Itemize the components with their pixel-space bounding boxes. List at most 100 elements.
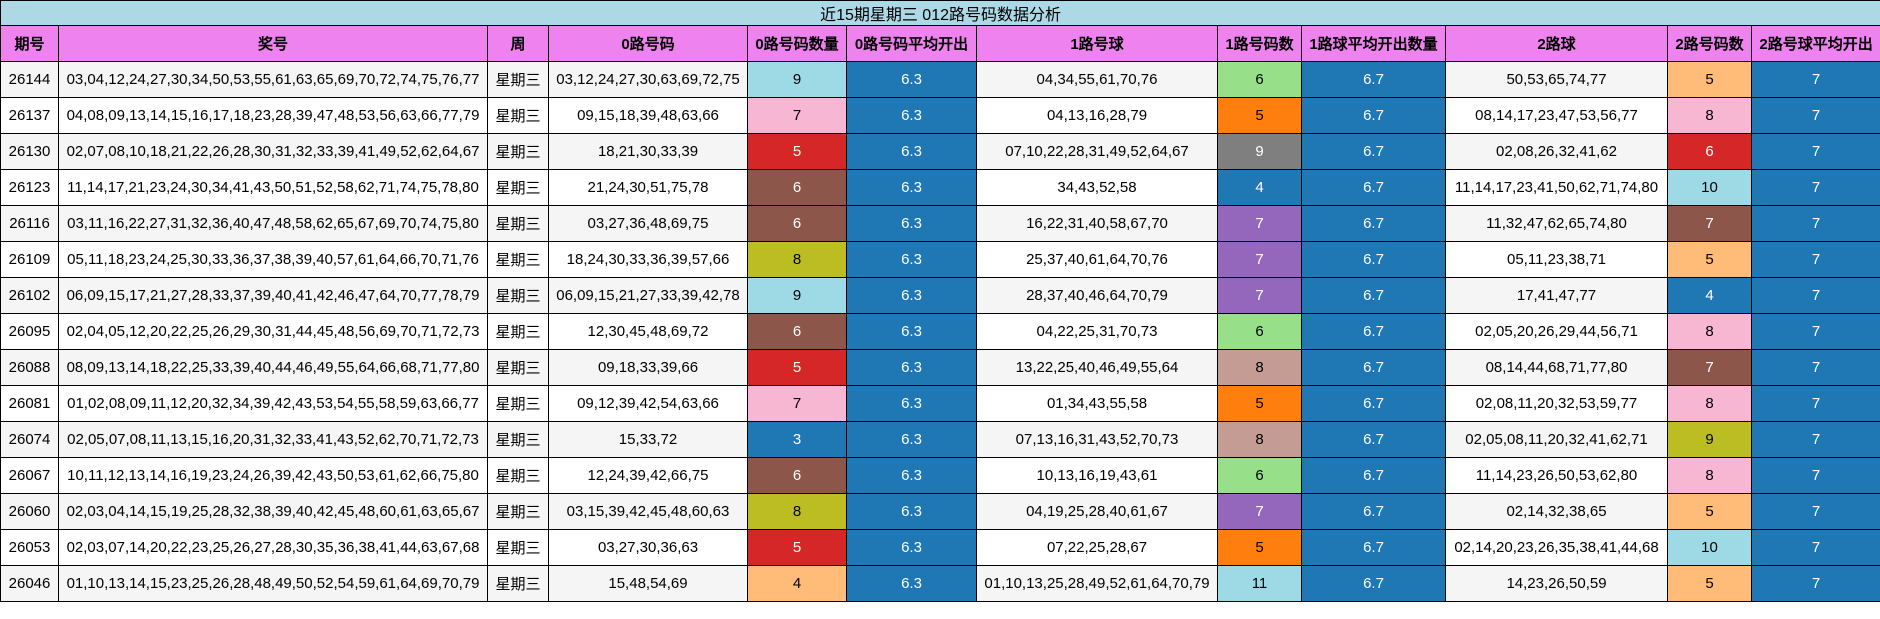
cell: 14,23,26,50,59 [1445,565,1668,602]
cell: 7 [1750,61,1880,98]
cell: 7 [1750,421,1880,458]
cell: 7 [1750,529,1880,566]
header-cell: 1路球平均开出数量 [1301,25,1446,62]
cell: 6 [1667,133,1752,170]
cell: 7 [1217,493,1302,530]
cell: 7 [1750,565,1880,602]
header-cell: 2路球 [1445,25,1668,62]
cell: 5 [747,133,847,170]
cell: 8 [747,493,847,530]
cell: 8 [1667,385,1752,422]
cell: 26074 [0,421,59,458]
cell: 5 [1217,97,1302,134]
cell: 06,09,15,21,27,33,39,42,78 [548,277,748,314]
cell: 6.7 [1301,421,1446,458]
cell: 7 [1750,97,1880,134]
cell: 34,43,52,58 [976,169,1218,206]
cell: 星期三 [487,385,549,422]
cell: 02,14,32,38,65 [1445,493,1668,530]
data-row: 26046 01,10,13,14,15,23,25,26,28,48,49,50… [0,565,1880,602]
cell: 07,22,25,28,67 [976,529,1218,566]
cell: 8 [1667,313,1752,350]
cell: 6.3 [846,169,977,206]
data-table: 近15期星期三 012路号码数据分析 期号 奖号周 0路号码 0路号码数量 0路号码平均… [0,0,1880,602]
cell: 7 [1750,457,1880,494]
cell: 11,14,23,26,50,53,62,80 [1445,457,1668,494]
cell: 8 [1667,97,1752,134]
cell: 07,10,22,28,31,49,52,64,67 [976,133,1218,170]
cell: 星期三 [487,169,549,206]
cell: 星期三 [487,97,549,134]
cell: 05,11,18,23,24,25,30,33,36,37,38,39,40,5… [58,241,488,278]
data-row: 26053 02,03,07,14,20,22,23,25,26,27,28,30… [0,529,1880,566]
cell: 03,15,39,42,45,48,60,63 [548,493,748,530]
data-row: 26130 02,07,08,10,18,21,22,26,28,30,31,32… [0,133,1880,170]
cell: 02,03,07,14,20,22,23,25,26,27,28,30,35,3… [58,529,488,566]
cell: 星期三 [487,565,549,602]
header-cell: 周 [487,25,549,62]
cell: 12,24,39,42,66,75 [548,457,748,494]
cell: 4 [747,565,847,602]
cell: 09,18,33,39,66 [548,349,748,386]
cell: 5 [1217,529,1302,566]
cell: 03,27,36,48,69,75 [548,205,748,242]
cell: 8 [747,241,847,278]
cell: 28,37,40,46,64,70,79 [976,277,1218,314]
cell: 02,04,05,12,20,22,25,26,29,30,31,44,45,4… [58,313,488,350]
header-cell: 0路号码数量 [747,25,847,62]
cell: 7 [1750,313,1880,350]
cell: 6 [1217,61,1302,98]
cell: 5 [1667,241,1752,278]
cell: 星期三 [487,133,549,170]
cell: 6.7 [1301,529,1446,566]
cell: 6 [1217,313,1302,350]
cell: 8 [1217,421,1302,458]
cell: 星期三 [487,205,549,242]
cell: 6.3 [846,241,977,278]
data-row: 26081 01,02,08,09,11,12,20,32,34,39,42,43… [0,385,1880,422]
cell: 6.7 [1301,133,1446,170]
cell: 25,37,40,61,64,70,76 [976,241,1218,278]
cell: 5 [1217,385,1302,422]
cell: 11,14,17,21,23,24,30,34,41,43,50,51,52,5… [58,169,488,206]
cell: 7 [1667,205,1752,242]
cell: 26116 [0,205,59,242]
cell: 星期三 [487,241,549,278]
header-cell: 0路号码 [548,25,748,62]
cell: 星期三 [487,313,549,350]
cell: 6.3 [846,313,977,350]
cell: 26130 [0,133,59,170]
cell: 7 [1750,349,1880,386]
cell: 5 [747,349,847,386]
cell: 6 [747,313,847,350]
table-title: 近15期星期三 012路号码数据分析 [0,0,1880,26]
data-row: 26123 11,14,17,21,23,24,30,34,41,43,50,51… [0,169,1880,206]
cell: 03,11,16,22,27,31,32,36,40,47,48,58,62,6… [58,205,488,242]
header-cell: 2路号码数 [1667,25,1752,62]
cell: 10,11,12,13,14,16,19,23,24,26,39,42,43,5… [58,457,488,494]
header-cell: 1路号码数 [1217,25,1302,62]
cell: 26095 [0,313,59,350]
cell: 6.7 [1301,169,1446,206]
cell: 16,22,31,40,58,67,70 [976,205,1218,242]
cell: 11,32,47,62,65,74,80 [1445,205,1668,242]
cell: 6.3 [846,349,977,386]
cell: 02,05,20,26,29,44,56,71 [1445,313,1668,350]
cell: 7 [1750,385,1880,422]
cell: 5 [747,529,847,566]
cell: 01,34,43,55,58 [976,385,1218,422]
cell: 04,22,25,31,70,73 [976,313,1218,350]
cell: 6.7 [1301,61,1446,98]
cell: 02,05,08,11,20,32,41,62,71 [1445,421,1668,458]
cell: 6.7 [1301,205,1446,242]
cell: 05,11,23,38,71 [1445,241,1668,278]
cell: 13,22,25,40,46,49,55,64 [976,349,1218,386]
header-cell: 2路号球平均开出 [1750,25,1880,62]
cell: 6 [747,457,847,494]
cell: 09,12,39,42,54,63,66 [548,385,748,422]
data-row: 26137 04,08,09,13,14,15,16,17,18,23,28,39… [0,97,1880,134]
cell: 26067 [0,457,59,494]
cell: 7 [1750,133,1880,170]
cell: 6.3 [846,421,977,458]
cell: 6.3 [846,565,977,602]
